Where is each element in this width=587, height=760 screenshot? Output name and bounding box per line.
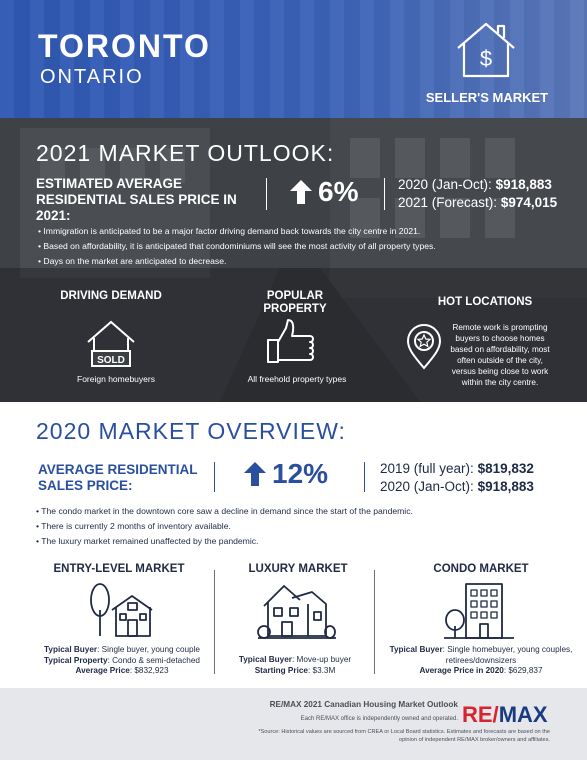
driving-demand-caption: Foreign homebuyers [77,374,155,384]
footer-title: RE/MAX 2021 Canadian Housing Market Outl… [269,700,458,709]
logo-left: RE/ [462,702,499,727]
outlook-change: 6% [290,176,358,208]
outlook-title: 2021 MARKET OUTLOOK: [36,140,335,166]
sold-sign-label: SOLD [97,355,125,366]
entry-buyer: : Single buyer, young couple [97,645,200,654]
estimated-price-label: ESTIMATED AVERAGE RESIDENTIAL SALES PRIC… [36,176,237,223]
hot-locations-caption: Remote work is prompting buyers to choos… [450,323,550,387]
condo-price-label: Average Price in 2020 [419,666,504,675]
overview-change: 12% [244,458,328,490]
popular-property-caption: All freehold property types [247,374,347,384]
entry-property: : Condo & semi-detached [107,655,200,665]
entry-price: : $832,923 [129,666,169,675]
house-tree-icon [90,583,153,637]
footer-source-note: *Source: Historical values are sourced f… [258,729,550,743]
price-2020-value: $918,883 [477,479,534,494]
outlook-prices: 2020 (Jan-Oct): $918,883 2021 (Forecast)… [398,176,557,212]
house-dollar-icon: $ [457,22,515,78]
overview-change-percent: 12% [272,458,329,489]
svg-text:$: $ [480,46,492,71]
footer: RE/MAX 2021 Canadian Housing Market Outl… [0,688,587,760]
divider [214,570,215,674]
hot-locations-title: HOT LOCATIONS [437,296,533,308]
list-item: Days on the market are anticipated to de… [38,254,558,269]
market-type-badge: SELLER'S MARKET [425,90,549,105]
location-pin-icon [406,324,442,370]
thumbs-up-icon [267,319,314,363]
list-item: Immigration is anticipated to be a major… [38,224,558,239]
luxury-buyer-label: Typical Buyer [238,655,292,664]
divider [374,570,375,674]
entry-price-label: Average Price [75,666,130,675]
list-item: The luxury market remained unaffected by… [36,534,556,549]
divider [384,178,385,210]
arrow-up-icon [244,462,266,486]
entry-market-title: ENTRY-LEVEL MARKET [53,563,185,575]
average-price-label: AVERAGE RESIDENTIAL SALES PRICE: [38,462,198,493]
overview-title: 2020 MARKET OVERVIEW: [36,418,346,444]
price-2020-label: 2020 (Jan-Oct): [398,177,492,192]
outlook-change-percent: 6% [318,176,359,207]
arrow-up-icon [290,180,312,204]
luxury-market-title: LUXURY MARKET [248,563,348,575]
popular-property-title: POPULAR PROPERTY [263,290,327,315]
logo-right: MAX [498,702,548,727]
driving-demand-title: DRIVING DEMAND [60,290,162,302]
remax-logo: RE/MAX [462,702,548,728]
price-2021-label: 2021 (Forecast): [398,195,498,210]
outlook-section: 2021 MARKET OUTLOOK: ESTIMATED AVERAGE R… [0,118,587,402]
footer-subtitle: Each RE/MAX office is independently owne… [300,716,458,722]
luxury-price-label: Starting Price [254,665,308,675]
price-2019-value: $819,832 [477,461,534,476]
price-2021-value: $974,015 [500,195,558,210]
condo-market-title: CONDO MARKET [433,563,529,575]
overview-bullets: The condo market in the downtown core sa… [36,504,556,549]
price-2019-label: 2019 (full year): [380,461,474,476]
divider [266,178,267,210]
condo-price: : $629,837 [503,666,543,675]
luxury-market-details: Typical Buyer: Move-up buyer Starting Pr… [220,655,370,676]
divider [214,462,215,492]
condo-buyer: : Single homebuyer, young couples, retir… [442,645,573,665]
price-2020-value: $918,883 [495,177,552,192]
divider [364,462,365,492]
luxury-price: : $3.3M [307,665,336,675]
luxury-buyer: : Move-up buyer [291,655,352,664]
condo-buyer-label: Typical Buyer [389,645,443,654]
house-sold-icon: SOLD [87,320,135,367]
entry-buyer-label: Typical Buyer [44,645,98,654]
city-title: TORONTO [38,28,211,64]
entry-property-label: Typical Property [44,655,108,665]
province-subtitle: ONTARIO [40,66,144,88]
header-banner: TORONTO ONTARIO $ SELLER'S MARKET [0,0,587,118]
list-item: Based on affordability, it is anticipate… [38,239,558,254]
entry-market-details: Typical Buyer: Single buyer, young coupl… [24,645,220,677]
mansion-icon [257,585,336,639]
overview-prices: 2019 (full year): $819,832 2020 (Jan-Oct… [380,460,534,496]
condo-market-details: Typical Buyer: Single homebuyer, young c… [386,645,576,677]
list-item: There is currently 2 months of inventory… [36,519,556,534]
condo-building-icon [444,583,514,639]
outlook-bullets: Immigration is anticipated to be a major… [38,224,558,269]
list-item: The condo market in the downtown core sa… [36,504,556,519]
price-2020-label: 2020 (Jan-Oct): [380,479,474,494]
